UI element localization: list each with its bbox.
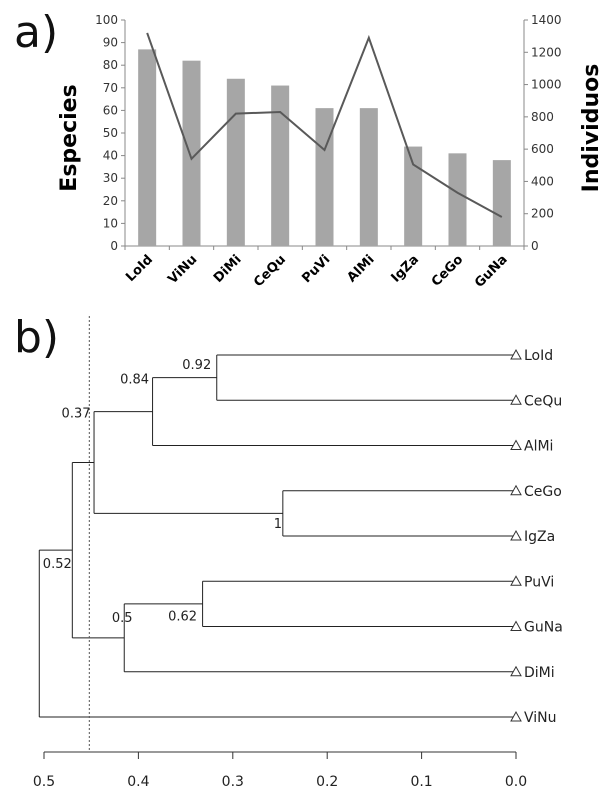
y-tick-right-label: 200 bbox=[531, 207, 554, 221]
y-tick-right-label: 1400 bbox=[531, 13, 562, 27]
bar-LoId bbox=[138, 49, 157, 246]
leaf-label: AlMi bbox=[524, 439, 553, 455]
dendro-x-tick-label: 0.3 bbox=[222, 774, 244, 790]
dendro-x-tick-label: 0.0 bbox=[505, 774, 527, 790]
y-tick-right-label: 800 bbox=[531, 110, 554, 124]
dendro-x-tick-label: 0.2 bbox=[316, 774, 338, 790]
leaf-triangle-marker bbox=[510, 620, 522, 631]
y-tick-left-label: 20 bbox=[103, 194, 118, 208]
bar-ViNu bbox=[182, 60, 201, 247]
y-tick-left-label: 60 bbox=[103, 103, 118, 117]
leaf-triangle-marker bbox=[510, 484, 522, 496]
leaf-label: LoId bbox=[524, 348, 553, 364]
node-support-label: 0.5 bbox=[112, 611, 133, 626]
bar-CeQu bbox=[271, 85, 290, 246]
node-support-label: 0.37 bbox=[62, 407, 91, 422]
leaf-triangle-marker bbox=[510, 529, 522, 541]
node-support-label: 1 bbox=[274, 517, 282, 532]
x-category-label: LoId bbox=[123, 252, 156, 285]
leaf-triangle-marker bbox=[510, 665, 522, 677]
y-tick-left-label: 30 bbox=[103, 171, 118, 185]
x-category-label: ViNu bbox=[165, 252, 200, 287]
leaf-label: ViNu bbox=[524, 710, 557, 726]
x-category-label: GuNa bbox=[472, 252, 511, 291]
panel-b-letter: b) bbox=[14, 312, 59, 363]
node-support-label: 0.84 bbox=[120, 373, 149, 388]
y-tick-right-label: 400 bbox=[531, 174, 554, 188]
bar-DiMi bbox=[226, 78, 245, 246]
leaf-triangle-marker bbox=[510, 575, 522, 586]
y-tick-left-label: 50 bbox=[103, 126, 118, 140]
bar-AlMi bbox=[359, 108, 378, 246]
y-tick-right-label: 1000 bbox=[531, 78, 562, 92]
y-tick-left-label: 100 bbox=[95, 13, 118, 27]
leaf-label: CeQu bbox=[524, 393, 562, 409]
x-category-label: CeQu bbox=[251, 252, 289, 290]
bar-PuVi bbox=[315, 108, 334, 246]
leaf-triangle-marker bbox=[510, 394, 522, 405]
dendro-x-tick-label: 0.1 bbox=[410, 774, 432, 790]
panel-a-chart: Especies Individuos 0 10 20 30 40 50 60 70 80 90 1… bbox=[57, 13, 604, 291]
x-category-label: PuVi bbox=[299, 252, 333, 286]
bar-GuNa bbox=[492, 160, 511, 246]
leaf-label: CeGo bbox=[524, 484, 562, 500]
x-category-label: IgZa bbox=[389, 252, 422, 285]
node-support-label: 0.62 bbox=[168, 610, 197, 625]
y-tick-left-label: 40 bbox=[103, 149, 118, 163]
y-tick-left-label: 10 bbox=[103, 216, 118, 230]
y-tick-left-label: 0 bbox=[110, 239, 118, 253]
leaf-label: PuVi bbox=[524, 574, 554, 590]
panel-a-letter: a) bbox=[14, 7, 58, 58]
node-support-label: 0.92 bbox=[182, 358, 211, 373]
node-support-label: 0.52 bbox=[43, 557, 72, 572]
dendro-x-tick-label: 0.4 bbox=[127, 774, 149, 790]
y-tick-right-label: 0 bbox=[531, 239, 539, 253]
leaf-triangle-marker bbox=[510, 710, 522, 722]
leaf-triangle-marker bbox=[510, 348, 522, 360]
y-tick-right-label: 1200 bbox=[531, 45, 562, 59]
y-tick-left-label: 80 bbox=[103, 58, 118, 72]
bar-IgZa bbox=[404, 146, 423, 246]
y-axis-label-right: Individuos bbox=[579, 64, 604, 193]
x-category-label: CeGo bbox=[429, 252, 466, 289]
x-category-label: AlMi bbox=[344, 252, 377, 285]
y-axis-label-left: Especies bbox=[57, 84, 82, 191]
y-tick-left-label: 90 bbox=[103, 36, 118, 50]
panel-b-dendrogram: 0.92 1 0.62 0.84 0.37 0.5 0.52 LoId CeQu AlMi CeGo… bbox=[33, 316, 563, 790]
leaf-label: DiMi bbox=[524, 665, 555, 681]
leaf-label: IgZa bbox=[524, 529, 555, 545]
leaf-label: GuNa bbox=[524, 620, 563, 636]
x-category-label: DiMi bbox=[211, 252, 245, 286]
y-tick-left-label: 70 bbox=[103, 81, 118, 95]
y-tick-right-label: 600 bbox=[531, 142, 554, 156]
dendro-x-tick-label: 0.5 bbox=[33, 774, 55, 790]
leaf-triangle-marker bbox=[510, 439, 522, 450]
line-individuos bbox=[146, 32, 503, 218]
bar-CeGo bbox=[448, 153, 467, 246]
